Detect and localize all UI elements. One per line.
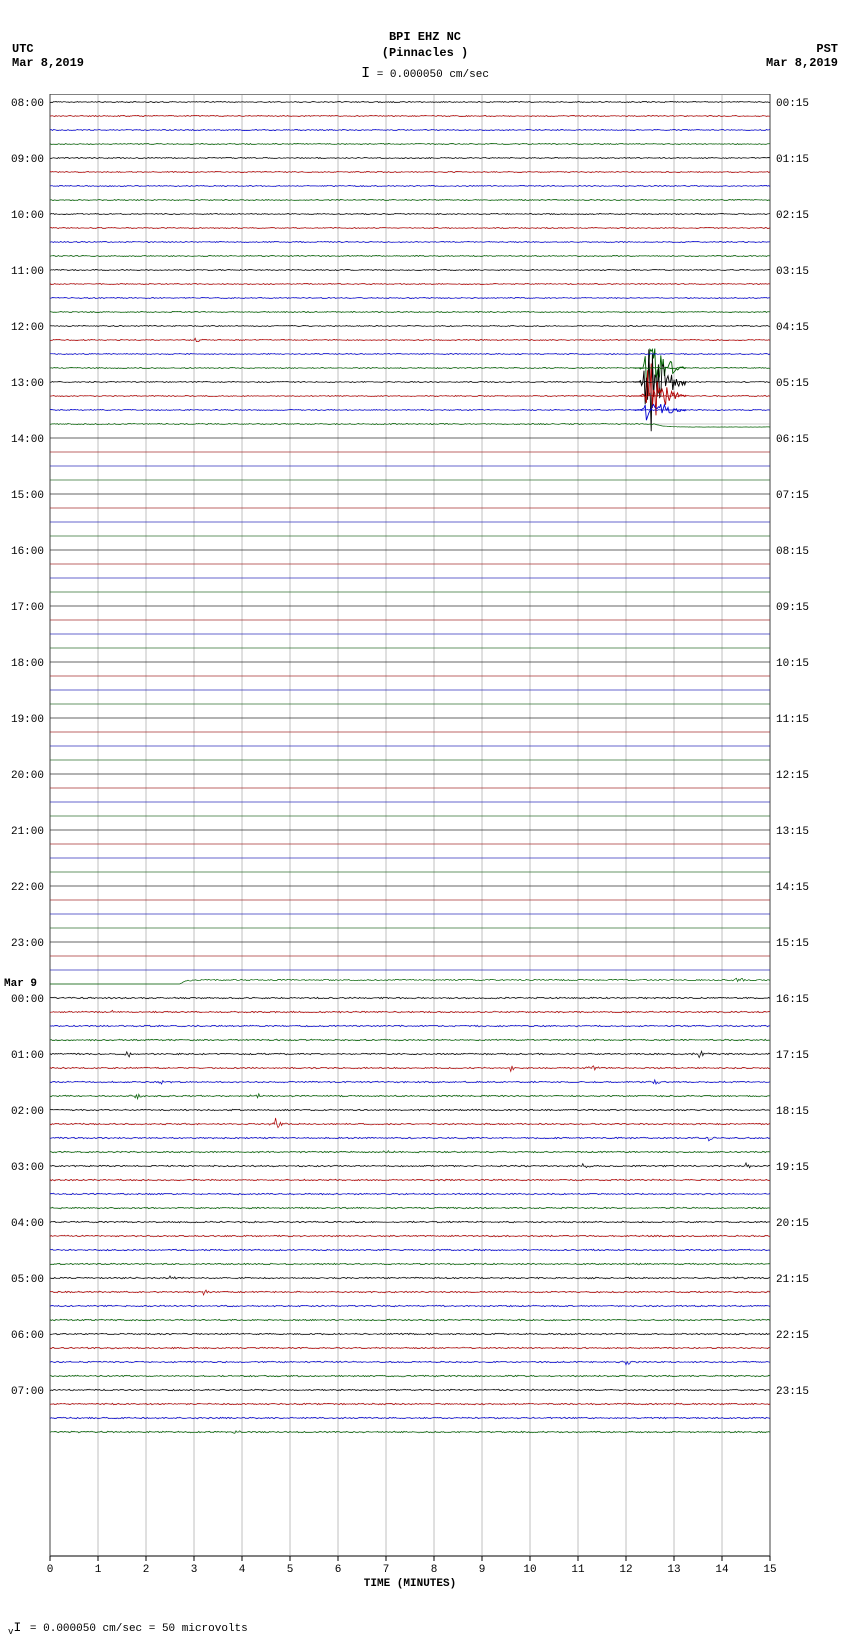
svg-text:03:15: 03:15 <box>776 266 809 278</box>
svg-text:15: 15 <box>763 1564 776 1576</box>
tz-right-label: PST <box>816 42 838 56</box>
svg-text:04:00: 04:00 <box>11 1218 44 1230</box>
svg-text:08:15: 08:15 <box>776 546 809 558</box>
svg-text:15:00: 15:00 <box>11 490 44 502</box>
svg-text:0: 0 <box>47 1564 54 1576</box>
svg-text:23:00: 23:00 <box>11 938 44 950</box>
svg-text:15:15: 15:15 <box>776 938 809 950</box>
date-left-label: Mar 8,2019 <box>12 56 84 70</box>
svg-text:03:00: 03:00 <box>11 1162 44 1174</box>
svg-text:01:00: 01:00 <box>11 1050 44 1062</box>
svg-text:4: 4 <box>239 1564 246 1576</box>
svg-text:22:00: 22:00 <box>11 882 44 894</box>
station-location: (Pinnacles ) <box>0 46 850 62</box>
svg-text:07:15: 07:15 <box>776 490 809 502</box>
svg-text:19:00: 19:00 <box>11 714 44 726</box>
svg-text:3: 3 <box>191 1564 198 1576</box>
svg-text:Mar 9: Mar 9 <box>4 978 37 990</box>
svg-text:06:15: 06:15 <box>776 434 809 446</box>
svg-text:18:00: 18:00 <box>11 658 44 670</box>
svg-text:16:00: 16:00 <box>11 546 44 558</box>
station-title: BPI EHZ NC <box>0 30 850 46</box>
svg-text:6: 6 <box>335 1564 342 1576</box>
svg-text:20:15: 20:15 <box>776 1218 809 1230</box>
svg-text:23:15: 23:15 <box>776 1386 809 1398</box>
svg-text:05:00: 05:00 <box>11 1274 44 1286</box>
svg-text:21:15: 21:15 <box>776 1274 809 1286</box>
svg-text:14: 14 <box>715 1564 729 1576</box>
svg-text:21:00: 21:00 <box>11 826 44 838</box>
svg-text:7: 7 <box>383 1564 390 1576</box>
svg-text:12:15: 12:15 <box>776 770 809 782</box>
svg-text:04:15: 04:15 <box>776 322 809 334</box>
seismogram-plot: 0123456789101112131415TIME (MINUTES)08:0… <box>4 94 816 1596</box>
svg-text:06:00: 06:00 <box>11 1330 44 1342</box>
svg-text:02:15: 02:15 <box>776 210 809 222</box>
tz-left-label: UTC <box>12 42 34 56</box>
scale-reference: I = 0.000050 cm/sec <box>0 65 850 82</box>
svg-text:17:15: 17:15 <box>776 1050 809 1062</box>
svg-text:11: 11 <box>571 1564 585 1576</box>
svg-text:1: 1 <box>95 1564 102 1576</box>
svg-text:14:00: 14:00 <box>11 434 44 446</box>
svg-text:12: 12 <box>619 1564 632 1576</box>
svg-text:19:15: 19:15 <box>776 1162 809 1174</box>
svg-text:12:00: 12:00 <box>11 322 44 334</box>
svg-text:01:15: 01:15 <box>776 154 809 166</box>
svg-text:9: 9 <box>479 1564 486 1576</box>
svg-text:20:00: 20:00 <box>11 770 44 782</box>
svg-text:14:15: 14:15 <box>776 882 809 894</box>
svg-text:13: 13 <box>667 1564 680 1576</box>
svg-text:2: 2 <box>143 1564 150 1576</box>
date-right-label: Mar 8,2019 <box>766 56 838 70</box>
svg-text:11:00: 11:00 <box>11 266 44 278</box>
svg-text:09:15: 09:15 <box>776 602 809 614</box>
svg-text:02:00: 02:00 <box>11 1106 44 1118</box>
svg-text:10:15: 10:15 <box>776 658 809 670</box>
svg-text:10:00: 10:00 <box>11 210 44 222</box>
svg-text:TIME (MINUTES): TIME (MINUTES) <box>364 1578 456 1590</box>
svg-text:00:00: 00:00 <box>11 994 44 1006</box>
svg-text:13:15: 13:15 <box>776 826 809 838</box>
svg-text:09:00: 09:00 <box>11 154 44 166</box>
svg-text:13:00: 13:00 <box>11 378 44 390</box>
svg-text:17:00: 17:00 <box>11 602 44 614</box>
svg-text:10: 10 <box>523 1564 536 1576</box>
svg-text:5: 5 <box>287 1564 294 1576</box>
svg-text:11:15: 11:15 <box>776 714 809 726</box>
svg-text:18:15: 18:15 <box>776 1106 809 1118</box>
svg-text:8: 8 <box>431 1564 438 1576</box>
svg-text:22:15: 22:15 <box>776 1330 809 1342</box>
svg-text:07:00: 07:00 <box>11 1386 44 1398</box>
footer-scale: vI = 0.000050 cm/sec = 50 microvolts <box>8 1620 850 1637</box>
svg-text:00:15: 00:15 <box>776 98 809 110</box>
svg-text:05:15: 05:15 <box>776 378 809 390</box>
svg-text:08:00: 08:00 <box>11 98 44 110</box>
svg-text:16:15: 16:15 <box>776 994 809 1006</box>
